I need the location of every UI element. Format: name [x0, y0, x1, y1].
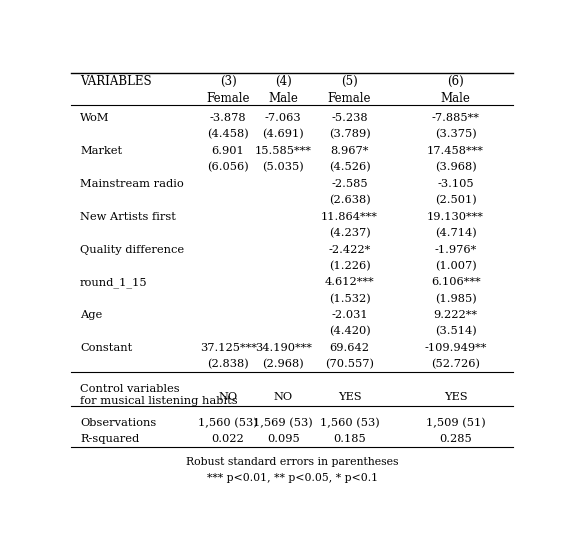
Text: 69.642: 69.642	[329, 343, 369, 353]
Text: -2.422*: -2.422*	[328, 245, 370, 255]
Text: 19.130***: 19.130***	[427, 212, 484, 222]
Text: (3.375): (3.375)	[435, 129, 477, 139]
Text: 8.967*: 8.967*	[331, 146, 369, 156]
Text: 1,569 (53): 1,569 (53)	[254, 418, 313, 428]
Text: -3.878: -3.878	[210, 113, 246, 123]
Text: 37.125***: 37.125***	[200, 343, 256, 353]
Text: (3.789): (3.789)	[329, 129, 370, 139]
Text: (3.514): (3.514)	[435, 327, 477, 336]
Text: (1.226): (1.226)	[329, 261, 370, 271]
Text: *** p<0.01, ** p<0.05, * p<0.1: *** p<0.01, ** p<0.05, * p<0.1	[206, 473, 378, 484]
Text: (4.714): (4.714)	[435, 228, 477, 238]
Text: (1.985): (1.985)	[435, 294, 477, 304]
Text: (4.420): (4.420)	[329, 327, 370, 336]
Text: (6.056): (6.056)	[207, 162, 249, 172]
Text: 11.864***: 11.864***	[321, 212, 378, 222]
Text: (52.726): (52.726)	[431, 359, 480, 370]
Text: -2.031: -2.031	[331, 310, 368, 321]
Text: (70.557): (70.557)	[325, 359, 374, 370]
Text: NO: NO	[274, 392, 293, 402]
Text: 17.458***: 17.458***	[427, 146, 484, 156]
Text: Robust standard errors in parentheses: Robust standard errors in parentheses	[186, 457, 398, 467]
Text: Female: Female	[328, 92, 371, 105]
Text: (5.035): (5.035)	[262, 162, 304, 172]
Text: 1,560 (53): 1,560 (53)	[320, 418, 380, 428]
Text: (3.968): (3.968)	[435, 162, 477, 172]
Text: (5): (5)	[341, 75, 358, 88]
Text: VARIABLES: VARIABLES	[80, 75, 152, 88]
Text: Age: Age	[80, 310, 103, 321]
Text: YES: YES	[444, 392, 467, 402]
Text: Constant: Constant	[80, 343, 132, 353]
Text: for musical listening habits: for musical listening habits	[80, 396, 238, 406]
Text: (6): (6)	[447, 75, 464, 88]
Text: 9.222**: 9.222**	[434, 310, 478, 321]
Text: Female: Female	[206, 92, 250, 105]
Text: New Artists first: New Artists first	[80, 212, 176, 222]
Text: (4.458): (4.458)	[207, 129, 249, 139]
Text: (2.968): (2.968)	[262, 359, 304, 370]
Text: (2.638): (2.638)	[329, 195, 370, 205]
Text: R-squared: R-squared	[80, 434, 139, 444]
Text: -5.238: -5.238	[331, 113, 368, 123]
Text: -109.949**: -109.949**	[425, 343, 487, 353]
Text: (4.237): (4.237)	[329, 228, 370, 238]
Text: 0.022: 0.022	[211, 434, 245, 444]
Text: (4): (4)	[275, 75, 292, 88]
Text: 0.285: 0.285	[439, 434, 472, 444]
Text: (3): (3)	[219, 75, 237, 88]
Text: Quality difference: Quality difference	[80, 245, 184, 255]
Text: (2.501): (2.501)	[435, 195, 477, 205]
Text: 6.901: 6.901	[211, 146, 245, 156]
Text: 1,560 (53): 1,560 (53)	[198, 418, 258, 428]
Text: -2.585: -2.585	[331, 179, 368, 189]
Text: (1.007): (1.007)	[435, 261, 477, 271]
Text: Market: Market	[80, 146, 122, 156]
Text: WoM: WoM	[80, 113, 109, 123]
Text: Control variables: Control variables	[80, 383, 180, 394]
Text: -7.885**: -7.885**	[431, 113, 479, 123]
Text: 34.190***: 34.190***	[255, 343, 312, 353]
Text: NO: NO	[218, 392, 238, 402]
Text: 0.185: 0.185	[333, 434, 366, 444]
Text: 1,509 (51): 1,509 (51)	[426, 418, 486, 428]
Text: (2.838): (2.838)	[207, 359, 249, 370]
Text: Male: Male	[268, 92, 298, 105]
Text: Male: Male	[441, 92, 470, 105]
Text: -7.063: -7.063	[265, 113, 302, 123]
Text: Observations: Observations	[80, 418, 156, 428]
Text: -3.105: -3.105	[437, 179, 474, 189]
Text: YES: YES	[338, 392, 361, 402]
Text: 0.095: 0.095	[267, 434, 300, 444]
Text: (4.691): (4.691)	[262, 129, 304, 139]
Text: Mainstream radio: Mainstream radio	[80, 179, 184, 189]
Text: round_1_15: round_1_15	[80, 277, 148, 288]
Text: (1.532): (1.532)	[329, 294, 370, 304]
Text: 15.585***: 15.585***	[255, 146, 312, 156]
Text: (4.526): (4.526)	[329, 162, 370, 172]
Text: 4.612***: 4.612***	[325, 277, 374, 288]
Text: 6.106***: 6.106***	[431, 277, 481, 288]
Text: -1.976*: -1.976*	[434, 245, 477, 255]
